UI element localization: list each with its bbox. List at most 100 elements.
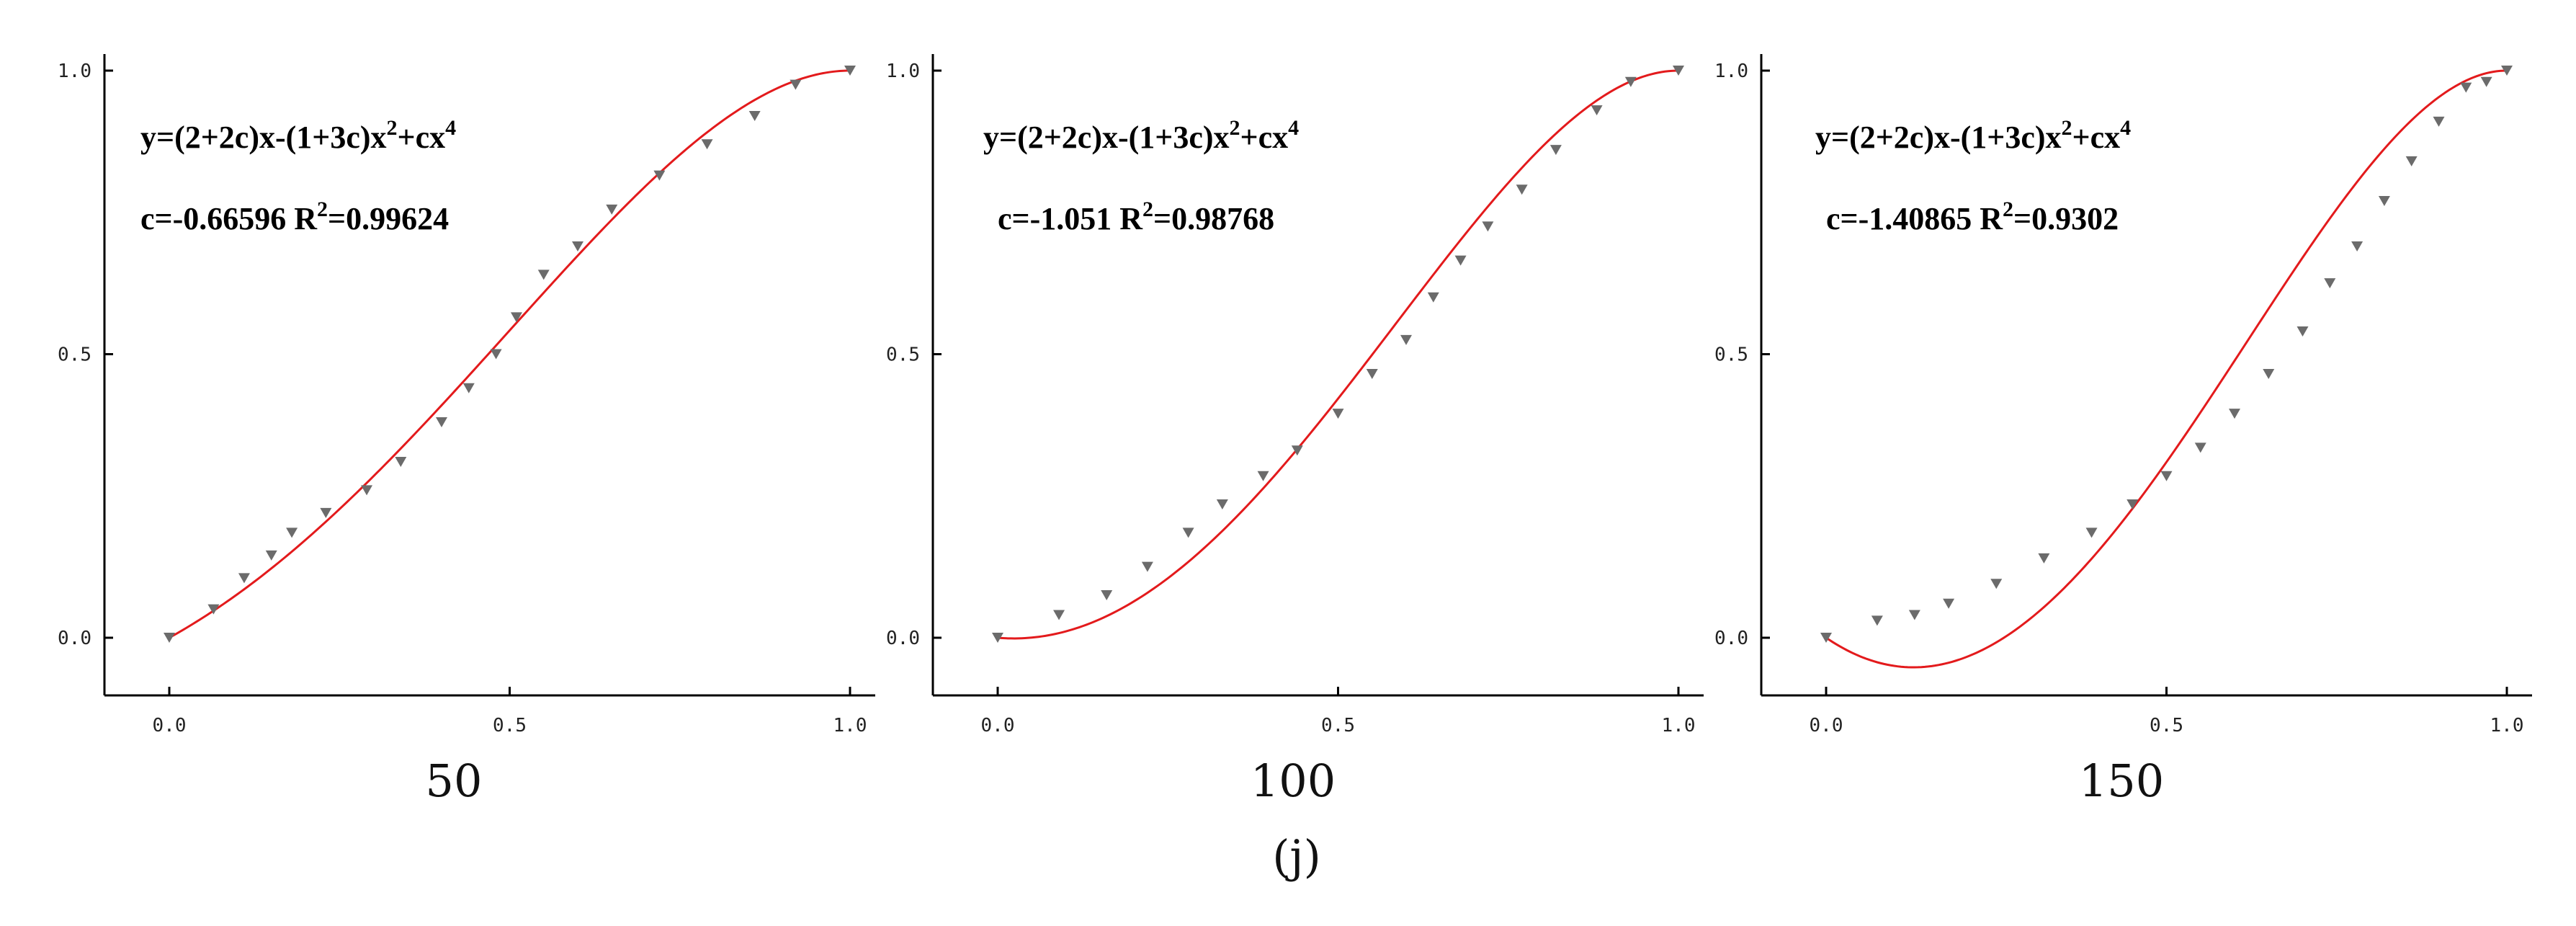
data-point-marker	[1549, 145, 1562, 156]
data-point-marker	[992, 633, 1003, 643]
fit-curve	[997, 69, 1679, 640]
data-point-marker	[164, 633, 175, 643]
r-squared-label: R	[1119, 201, 1143, 236]
data-point-marker	[436, 417, 447, 427]
data-point-marker	[395, 457, 407, 468]
data-point-marker	[1291, 445, 1303, 456]
data-point-marker	[1332, 409, 1344, 419]
data-point-marker	[265, 550, 277, 561]
chart-panel-2: 0.0 0.5 1.00.00.51.0y=(2+2c)x-(1+3c)x2+cx4…	[886, 54, 1704, 807]
equation-exponent: 2	[387, 116, 398, 140]
data-point-marker	[510, 312, 522, 323]
data-point-marker	[1400, 334, 1412, 345]
data-point-marker	[1454, 255, 1467, 266]
data-point-marker	[1101, 589, 1113, 600]
c-value: c=-0.66596	[140, 201, 294, 236]
fit-equation: y=(2+2c)x-(1+3c)x2+cx4	[140, 116, 456, 155]
data-point-marker	[207, 604, 220, 615]
c-value: c=-1.40865	[1826, 201, 1980, 236]
x-tick-label: 0.5	[1321, 715, 1355, 736]
y-tick-label: 0.0	[1714, 628, 1748, 649]
fit-parameters: c=-0.66596 R2=0.99624	[140, 197, 449, 236]
data-point-marker	[2433, 116, 2445, 127]
panels: 0.0 0.5 1.00.00.51.0y=(2+2c)x-(1+3c)x2+cx4…	[58, 54, 2532, 807]
data-point-marker	[2194, 442, 2206, 453]
data-point-marker	[572, 241, 583, 251]
c-value: c=-1.051	[998, 201, 1119, 236]
data-point-marker	[2297, 326, 2309, 337]
y-tick-label: 0.0	[886, 628, 920, 649]
data-point-marker	[490, 349, 502, 360]
equation-mid: +cx	[398, 120, 446, 155]
data-point-marker	[1871, 615, 1883, 626]
y-tick-label: 0.5	[58, 344, 91, 366]
chart-panel-3: 0.0 0.5 1.0 0.0 0.5 1.0 y=(2+2c)x-(1+3c)x2+cx4…	[1714, 54, 2532, 807]
data-point-marker	[1141, 561, 1153, 572]
panel-caption: 100	[1251, 754, 1336, 807]
x-tick-label: 1.0	[2490, 715, 2524, 736]
r-squared-value: =0.9302	[2013, 201, 2119, 236]
data-point-marker	[844, 66, 856, 76]
data-point-marker	[653, 170, 666, 181]
data-point-marker	[462, 383, 475, 393]
x-tick-label: 1.0	[1662, 715, 1696, 736]
data-point-marker	[2038, 553, 2050, 564]
equation-exponent: 2	[1230, 116, 1240, 140]
equation-exponent: 4	[445, 116, 456, 140]
equation-exponent: 4	[1288, 116, 1299, 140]
r-squared-exponent: 2	[1142, 197, 1153, 221]
data-point-marker	[1591, 105, 1603, 116]
data-point-marker	[1257, 471, 1269, 481]
data-point-marker	[1182, 527, 1194, 538]
y-tick-label: 0.5	[886, 344, 920, 366]
data-point-marker	[2378, 196, 2390, 207]
data-point-marker	[2501, 66, 2513, 76]
data-point-marker	[2351, 241, 2363, 251]
r-squared-label: R	[1980, 201, 2003, 236]
data-point-marker	[2229, 409, 2240, 419]
r-squared-exponent: 2	[317, 197, 328, 221]
equation-mid: +cx	[2072, 120, 2121, 155]
data-point-marker	[1482, 221, 1494, 232]
data-point-marker	[790, 79, 802, 90]
y-tick-label: 0.0	[58, 628, 91, 649]
data-point-marker	[1216, 499, 1228, 510]
fit-parameters: c=-1.051 R2=0.98768	[998, 197, 1274, 236]
data-point-marker	[1516, 184, 1528, 195]
equation-exponent: 2	[2062, 116, 2072, 140]
data-point-marker	[2480, 76, 2492, 87]
r-squared-value: =0.99624	[328, 201, 449, 236]
fit-parameters: c=-1.40865 R2=0.9302	[1826, 197, 2119, 236]
fit-equation: y=(2+2c)x-(1+3c)x2+cx4	[983, 116, 1299, 155]
equation-base: y=(2+2c)x-(1+3c)x	[1815, 120, 2062, 155]
data-point-marker	[2405, 156, 2418, 166]
panel-caption: 50	[426, 754, 483, 807]
data-point-marker	[1820, 633, 1832, 643]
data-point-marker	[1943, 598, 1955, 609]
y-tick-label: 1.0	[1714, 61, 1748, 82]
chart-panel-1: 0.0 0.5 1.00.00.51.0y=(2+2c)x-(1+3c)x2+cx4…	[58, 54, 875, 807]
data-point-marker	[320, 507, 332, 518]
x-tick-label: 0.0	[153, 715, 187, 736]
x-tick-label: 1.0	[833, 715, 867, 736]
data-point-marker	[2324, 278, 2336, 289]
panel-caption: 150	[2079, 754, 2164, 807]
data-point-marker	[1908, 610, 1920, 620]
fit-equation: y=(2+2c)x-(1+3c)x2+cx4	[1815, 116, 2131, 155]
y-tick-label: 1.0	[58, 61, 91, 82]
equation-base: y=(2+2c)x-(1+3c)x	[140, 120, 387, 155]
x-tick-label: 0.5	[2150, 715, 2183, 736]
equation-base: y=(2+2c)x-(1+3c)x	[983, 120, 1230, 155]
data-point-marker	[286, 527, 298, 538]
data-point-marker	[2085, 527, 2098, 538]
equation-mid: +cx	[1240, 120, 1289, 155]
y-tick-label: 0.5	[1714, 344, 1748, 366]
data-point-marker	[1427, 292, 1439, 303]
y-tick-label: 1.0	[886, 61, 920, 82]
data-point-marker	[2460, 82, 2472, 93]
x-tick-label: 0.0	[981, 715, 1015, 736]
data-point-marker	[1624, 76, 1637, 87]
figure-caption: (j)	[1272, 830, 1321, 883]
x-tick-label: 0.0	[1810, 715, 1843, 736]
